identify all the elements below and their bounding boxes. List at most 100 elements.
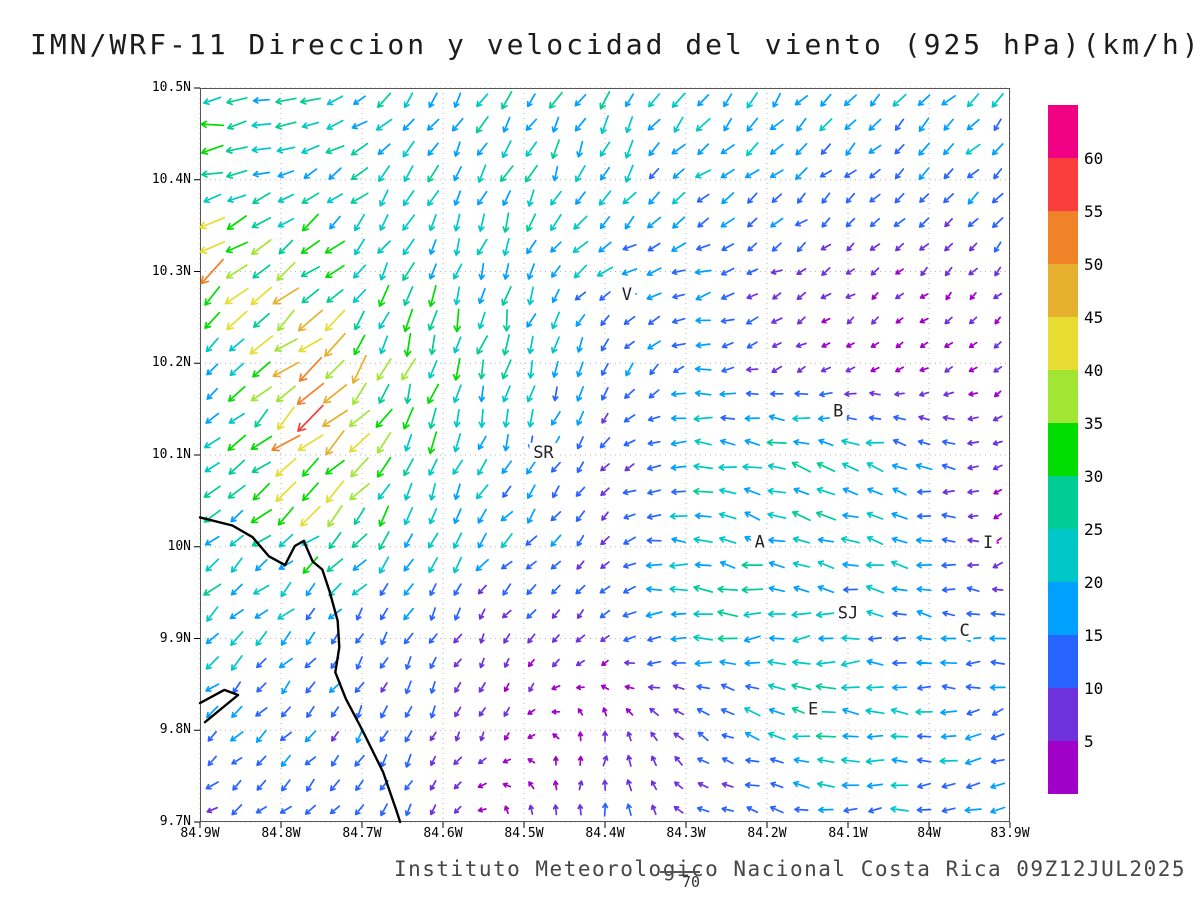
wind-arrow — [550, 213, 562, 232]
wind-arrow — [769, 805, 784, 814]
wind-arrow — [576, 140, 584, 158]
wind-arrow — [993, 241, 1002, 253]
wind-arrow — [527, 708, 536, 715]
wind-arrow — [402, 262, 415, 281]
wind-arrow — [767, 487, 787, 495]
wind-arrow — [868, 144, 882, 154]
wind-arrow — [526, 213, 537, 232]
wind-arrow — [846, 316, 855, 325]
station-label-mask — [804, 699, 822, 719]
wind-arrow — [792, 635, 811, 644]
wind-arrow — [350, 457, 369, 478]
wind-arrow — [746, 293, 759, 300]
wind-arrow — [453, 286, 461, 306]
wind-arrow — [229, 534, 245, 547]
wind-arrow — [669, 512, 688, 520]
wind-arrow — [866, 535, 884, 545]
wind-arrow — [993, 512, 1003, 520]
wind-arrow — [919, 341, 929, 349]
wind-arrow — [250, 435, 273, 450]
wind-arrow — [428, 557, 439, 574]
wind-arrow — [991, 586, 1004, 593]
wind-arrow — [304, 804, 317, 815]
wind-arrow — [865, 584, 885, 594]
wind-arrow — [301, 213, 319, 232]
wind-arrow — [231, 804, 243, 816]
wind-arrow — [623, 585, 636, 594]
wind-arrow — [255, 806, 267, 814]
wind-arrow — [694, 512, 712, 520]
wind-arrow — [324, 332, 346, 357]
wind-arrow — [225, 146, 248, 154]
wind-arrow — [331, 632, 339, 645]
wind-arrow — [891, 585, 908, 593]
wind-arrow — [297, 309, 324, 332]
wind-arrow — [844, 169, 857, 178]
wind-arrow — [994, 316, 1002, 325]
wind-arrow — [794, 806, 809, 813]
wind-arrow — [322, 409, 348, 427]
wind-arrow — [602, 707, 608, 717]
wind-arrow — [300, 266, 321, 278]
wind-arrow — [744, 511, 761, 521]
wind-arrow — [453, 141, 461, 157]
wind-arrow — [866, 733, 884, 740]
wind-arrow — [501, 609, 512, 619]
wind-arrow — [479, 657, 485, 669]
wind-arrow — [326, 289, 344, 303]
wind-arrow — [355, 656, 363, 670]
wind-arrow — [600, 338, 610, 352]
wind-arrow — [353, 264, 367, 279]
wind-arrow — [355, 607, 363, 621]
wind-arrow — [990, 733, 1005, 741]
lon-tick-label: 84.9W — [180, 826, 220, 841]
wind-arrow — [452, 556, 463, 574]
wind-arrow — [894, 168, 905, 180]
wind-arrow — [377, 143, 391, 156]
wind-arrow — [251, 461, 272, 474]
wind-arrow — [818, 635, 834, 642]
wind-arrow — [817, 560, 835, 570]
wind-arrow — [298, 337, 323, 353]
wind-arrow — [770, 781, 784, 789]
colorbar-segment — [1048, 582, 1078, 635]
wind-arrow — [355, 704, 363, 719]
wind-arrow — [379, 607, 389, 621]
wind-arrow — [918, 167, 930, 181]
wind-arrow — [575, 165, 586, 183]
station-70-tick — [660, 871, 700, 873]
wind-arrow — [477, 458, 488, 476]
wind-arrow — [648, 315, 661, 326]
wind-arrow — [500, 533, 513, 549]
wind-arrow — [349, 483, 370, 501]
wind-arrow — [771, 365, 783, 373]
wind-arrow — [671, 143, 686, 155]
wind-arrow — [280, 754, 291, 768]
wind-arrow — [718, 511, 737, 520]
wind-arrow — [647, 118, 661, 131]
wind-arrow — [281, 680, 291, 695]
wind-arrow — [551, 116, 560, 133]
wind-arrow — [720, 217, 735, 228]
wind-arrow — [645, 611, 663, 619]
wind-arrow — [451, 117, 464, 132]
wind-arrow — [670, 390, 687, 398]
wind-arrow — [720, 292, 735, 301]
wind-arrow — [671, 268, 686, 276]
wind-arrow — [479, 633, 485, 644]
colorbar-segment — [1048, 423, 1078, 476]
wind-arrow — [576, 560, 585, 570]
wind-arrow — [402, 190, 415, 207]
wind-arrow — [352, 382, 367, 406]
wind-arrow — [501, 140, 512, 159]
wind-arrow — [694, 659, 712, 667]
wind-arrow — [815, 683, 837, 691]
wind-arrow — [326, 119, 344, 130]
wind-arrows — [199, 90, 1007, 817]
wind-arrow — [428, 92, 438, 108]
wind-arrow — [741, 561, 764, 569]
station-label-mask — [618, 284, 636, 304]
wind-arrow — [503, 682, 510, 693]
plot-area: V B SR A I SJ C E — [194, 87, 1011, 828]
wind-arrow — [502, 385, 511, 403]
